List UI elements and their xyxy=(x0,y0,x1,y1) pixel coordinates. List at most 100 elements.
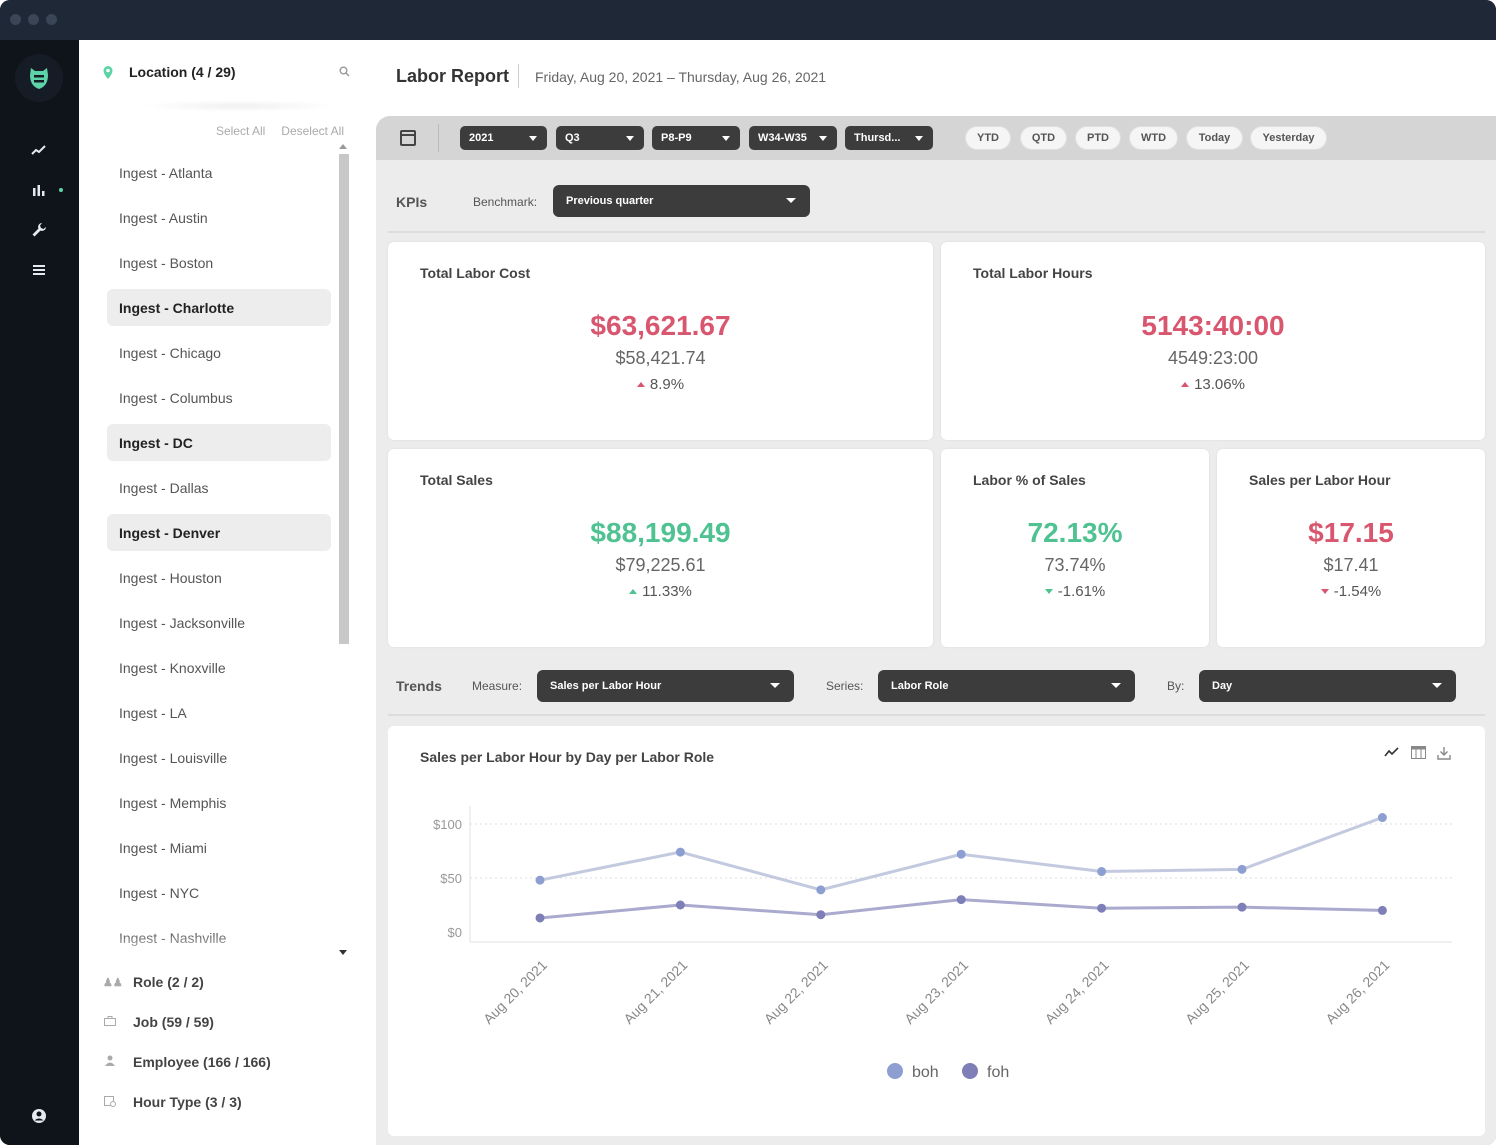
location-item[interactable]: Ingest - Louisville xyxy=(119,749,228,766)
chevron-down-icon xyxy=(722,136,730,141)
data-point-boh xyxy=(1377,813,1387,823)
kpi-previous-value: $58,421.74 xyxy=(615,348,706,368)
x-tick-label: Aug 25, 2021 xyxy=(1182,957,1252,1027)
chevron-down-icon xyxy=(626,136,634,141)
kpi-value: $17.15 xyxy=(1308,517,1394,548)
kpi-change: 8.9% xyxy=(388,376,933,393)
location-item[interactable]: Ingest - Jacksonville xyxy=(119,614,246,631)
kpi-value: 72.13% xyxy=(1027,517,1123,548)
location-filter-label: Location (4 / 29) xyxy=(129,64,236,80)
quick-yesterday-button[interactable]: Yesterday xyxy=(1250,126,1327,150)
kpi-value: 5143:40:00 xyxy=(1141,310,1285,341)
location-item[interactable]: Ingest - LA xyxy=(119,704,187,721)
quarter-value: Q3 xyxy=(565,132,580,144)
year-dropdown[interactable]: 2021 xyxy=(460,126,547,150)
location-item[interactable]: Ingest - Dallas xyxy=(119,479,209,496)
role-filter[interactable]: ♟♟ Role (2 / 2) xyxy=(103,974,204,990)
series-dropdown[interactable]: Labor Role xyxy=(878,670,1135,702)
window-minimize-button[interactable] xyxy=(28,14,39,25)
measure-dropdown[interactable]: Sales per Labor Hour xyxy=(537,670,794,702)
data-point-foh xyxy=(675,900,685,910)
location-item[interactable]: Ingest - Chicago xyxy=(119,344,221,361)
location-item[interactable]: Ingest - Knoxville xyxy=(119,659,226,676)
location-item[interactable]: Ingest - Boston xyxy=(119,254,214,271)
location-item[interactable]: Ingest - Atlanta xyxy=(119,164,213,181)
window-close-button[interactable] xyxy=(10,14,21,25)
total-labor-hours-card: Total Labor Hours 5143:40:00 4549:23:00 … xyxy=(941,242,1485,440)
toolbar-divider xyxy=(438,124,439,152)
window-maximize-button[interactable] xyxy=(46,14,57,25)
data-point-foh xyxy=(1377,905,1387,915)
by-value: Day xyxy=(1212,680,1233,692)
location-item[interactable]: Ingest - Columbus xyxy=(119,389,233,406)
quick-qtd-button[interactable]: QTD xyxy=(1020,126,1067,150)
period-value: P8-P9 xyxy=(661,132,692,144)
location-item[interactable]: Ingest - Houston xyxy=(119,569,222,586)
page-title: Labor Report xyxy=(396,66,510,86)
location-item[interactable]: Ingest - Charlotte xyxy=(107,289,331,326)
x-tick-label: Aug 20, 2021 xyxy=(480,957,550,1027)
chevron-down-icon xyxy=(819,136,827,141)
quick-ptd-button[interactable]: PTD xyxy=(1075,126,1121,150)
location-item[interactable]: Ingest - NYC xyxy=(119,884,200,901)
quick-today-button[interactable]: Today xyxy=(1186,126,1243,150)
main-content: Labor Report Friday, Aug 20, 2021 – Thur… xyxy=(376,40,1496,1145)
hour-type-filter[interactable]: Hour Type (3 / 3) xyxy=(103,1094,242,1110)
day-dropdown[interactable]: Thursd... xyxy=(845,126,933,150)
quarter-dropdown[interactable]: Q3 xyxy=(556,126,644,150)
location-item[interactable]: Ingest - Austin xyxy=(119,209,208,226)
calendar-icon[interactable] xyxy=(400,130,416,146)
chevron-down-icon xyxy=(786,198,796,203)
bar-chart-icon[interactable] xyxy=(29,180,49,200)
location-item[interactable]: Ingest - Denver xyxy=(107,514,331,551)
trend-icon[interactable] xyxy=(29,140,49,160)
chevron-down-icon xyxy=(915,136,923,141)
kpi-title: Labor % of Sales xyxy=(973,472,1086,488)
week-dropdown[interactable]: W34-W35 xyxy=(749,126,837,150)
employee-filter-label: Employee (166 / 166) xyxy=(133,1054,271,1070)
data-point-foh xyxy=(1237,902,1247,912)
location-filter-header[interactable]: Location (4 / 29) xyxy=(103,64,236,80)
location-list: Ingest - Atlanta Ingest - Austin Ingest - … xyxy=(107,154,331,964)
arrow-up-icon xyxy=(629,589,638,594)
deselect-all-link[interactable]: Deselect All xyxy=(281,124,344,138)
benchmark-dropdown[interactable]: Previous quarter xyxy=(553,185,810,217)
arrow-down-icon xyxy=(1320,589,1329,594)
location-item[interactable]: Ingest - Miami xyxy=(119,839,207,856)
line-chart-icon[interactable] xyxy=(1383,746,1401,764)
kpi-change: -1.61% xyxy=(941,583,1209,600)
user-circle-icon[interactable] xyxy=(29,1106,49,1126)
benchmark-label: Benchmark: xyxy=(473,195,538,209)
location-scrollbar[interactable] xyxy=(337,140,350,960)
legend-label-boh: boh xyxy=(912,1064,939,1081)
list-icon[interactable] xyxy=(29,260,49,280)
kpi-previous-value: 4549:23:00 xyxy=(1167,348,1259,368)
period-dropdown[interactable]: P8-P9 xyxy=(652,126,740,150)
location-item[interactable]: Ingest - DC xyxy=(107,424,331,461)
employee-filter[interactable]: Employee (166 / 166) xyxy=(103,1054,271,1070)
labor-pct-sales-card: Labor % of Sales 72.13% 73.74% -1.61% xyxy=(941,449,1209,647)
wrench-icon[interactable] xyxy=(29,220,49,240)
quick-ytd-button[interactable]: YTD xyxy=(965,126,1011,150)
data-point-boh xyxy=(535,875,545,885)
job-filter[interactable]: Job (59 / 59) xyxy=(103,1014,214,1030)
data-point-foh xyxy=(535,913,545,923)
location-item[interactable]: Ingest - Memphis xyxy=(119,794,227,811)
kpi-title: Total Labor Hours xyxy=(973,265,1093,281)
download-icon[interactable] xyxy=(1435,746,1453,764)
quick-wtd-button[interactable]: WTD xyxy=(1129,126,1178,150)
scroll-up-icon[interactable] xyxy=(339,144,347,149)
data-point-boh xyxy=(1237,864,1247,874)
by-dropdown[interactable]: Day xyxy=(1199,670,1456,702)
scroll-thumb[interactable] xyxy=(339,154,349,644)
app-logo[interactable] xyxy=(15,54,63,102)
select-all-link[interactable]: Select All xyxy=(215,124,266,138)
location-pin-icon xyxy=(103,65,113,79)
scroll-down-icon[interactable] xyxy=(339,950,347,955)
arrow-up-icon xyxy=(636,382,645,387)
table-icon[interactable] xyxy=(1409,746,1427,764)
search-icon[interactable] xyxy=(339,66,350,77)
header-divider xyxy=(518,64,519,88)
trends-section-label: Trends xyxy=(396,678,442,694)
report-panel: 2021 Q3 P8-P9 W34-W35 Thursd... YTD QTD … xyxy=(376,116,1496,1145)
